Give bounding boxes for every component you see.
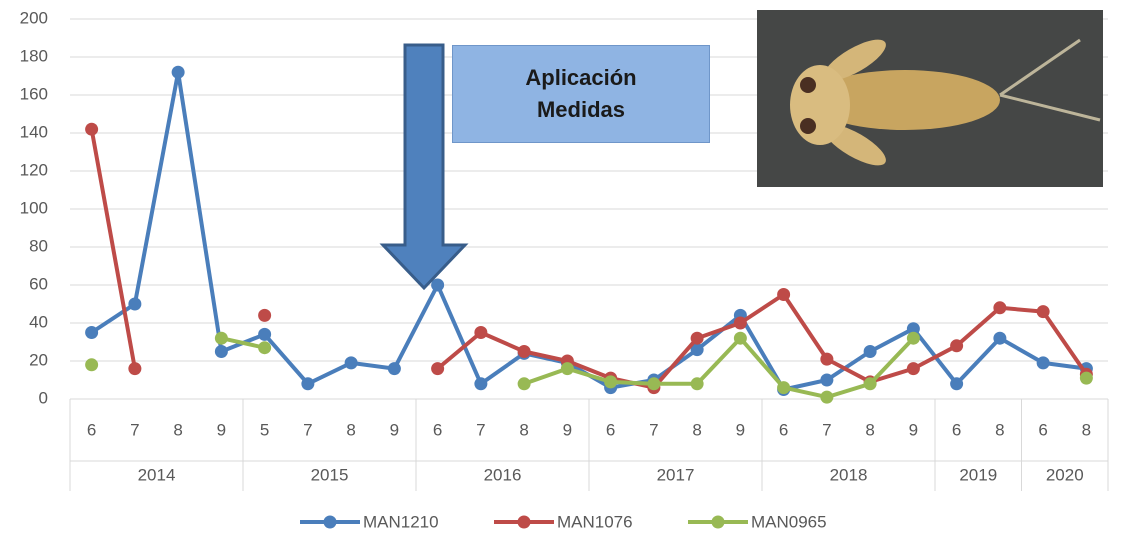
y-tick-label: 80 xyxy=(29,236,48,255)
point xyxy=(474,326,487,339)
point xyxy=(691,332,704,345)
point xyxy=(345,356,358,369)
y-tick-label: 100 xyxy=(20,198,48,217)
legend-label: MAN1076 xyxy=(557,512,633,531)
point xyxy=(820,391,833,404)
x-tick-label: 7 xyxy=(130,420,139,439)
point xyxy=(647,377,660,390)
x-tick-label: 8 xyxy=(346,420,355,439)
y-tick-label: 20 xyxy=(29,350,48,369)
point xyxy=(950,377,963,390)
point xyxy=(128,298,141,311)
point xyxy=(388,362,401,375)
x-group-label: 2020 xyxy=(1046,465,1084,484)
point xyxy=(950,339,963,352)
point xyxy=(258,309,271,322)
annotation: Aplicación Medidas xyxy=(452,45,710,143)
point xyxy=(907,362,920,375)
point xyxy=(85,326,98,339)
point xyxy=(1037,305,1050,318)
x-tick-label: 9 xyxy=(736,420,745,439)
page: 0 20 40 60 80 100 120 140 160 180 200 6 7 8 9 2014 5 7 8 9 2… xyxy=(0,0,1131,538)
y-tick-label: 200 xyxy=(20,8,48,27)
point xyxy=(734,332,747,345)
x-tick-label: 9 xyxy=(217,420,226,439)
point xyxy=(820,374,833,387)
x-tick-label: 8 xyxy=(865,420,874,439)
legend-marker xyxy=(518,516,531,529)
point xyxy=(604,375,617,388)
point xyxy=(431,362,444,375)
point xyxy=(258,328,271,341)
y-tick-label: 40 xyxy=(29,312,48,331)
point xyxy=(1037,356,1050,369)
x-group-label: 2017 xyxy=(657,465,695,484)
x-tick-label: 7 xyxy=(822,420,831,439)
point xyxy=(907,332,920,345)
point xyxy=(518,345,531,358)
x-group-label: 2019 xyxy=(959,465,997,484)
point xyxy=(820,353,833,366)
point xyxy=(993,332,1006,345)
photo xyxy=(757,10,1103,187)
point xyxy=(561,362,574,375)
x-tick-label: 7 xyxy=(476,420,485,439)
point xyxy=(301,377,314,390)
point xyxy=(258,341,271,354)
point xyxy=(734,317,747,330)
y-tick-label: 0 xyxy=(39,388,48,407)
x-tick-label: 8 xyxy=(519,420,528,439)
x-tick-label: 6 xyxy=(779,420,788,439)
point xyxy=(864,345,877,358)
x-tick-label: 8 xyxy=(1082,420,1091,439)
legend-label: MAN1210 xyxy=(363,512,439,531)
legend-marker xyxy=(712,516,725,529)
point xyxy=(777,288,790,301)
point xyxy=(993,301,1006,314)
point xyxy=(864,377,877,390)
point xyxy=(777,381,790,394)
y-tick-label: 60 xyxy=(29,274,48,293)
point xyxy=(85,358,98,371)
y-tick-label: 160 xyxy=(20,84,48,103)
x-tick-label: 9 xyxy=(563,420,572,439)
point xyxy=(172,66,185,79)
x-tick-label: 9 xyxy=(390,420,399,439)
x-tick-label: 8 xyxy=(692,420,701,439)
point xyxy=(128,362,141,375)
x-tick-label: 7 xyxy=(649,420,658,439)
x-tick-label: 6 xyxy=(433,420,442,439)
x-tick-label: 7 xyxy=(303,420,312,439)
point xyxy=(691,377,704,390)
point xyxy=(215,332,228,345)
y-tick-label: 180 xyxy=(20,46,48,65)
legend-label: MAN0965 xyxy=(751,512,827,531)
x-tick-label: 6 xyxy=(606,420,615,439)
point xyxy=(85,123,98,136)
x-group-label: 2014 xyxy=(138,465,176,484)
x-group-label: 2015 xyxy=(311,465,349,484)
point xyxy=(215,345,228,358)
legend-marker xyxy=(324,516,337,529)
x-tick-label: 8 xyxy=(173,420,182,439)
point xyxy=(518,377,531,390)
x-tick-label: 8 xyxy=(995,420,1004,439)
x-tick-label: 9 xyxy=(909,420,918,439)
y-tick-label: 140 xyxy=(20,122,48,141)
point xyxy=(1080,372,1093,385)
point xyxy=(474,377,487,390)
x-tick-label: 6 xyxy=(1038,420,1047,439)
x-group-label: 2018 xyxy=(830,465,868,484)
y-tick-label: 120 xyxy=(20,160,48,179)
x-tick-label: 6 xyxy=(952,420,961,439)
x-group-label: 2016 xyxy=(484,465,522,484)
x-tick-label: 5 xyxy=(260,420,269,439)
x-tick-label: 6 xyxy=(87,420,96,439)
